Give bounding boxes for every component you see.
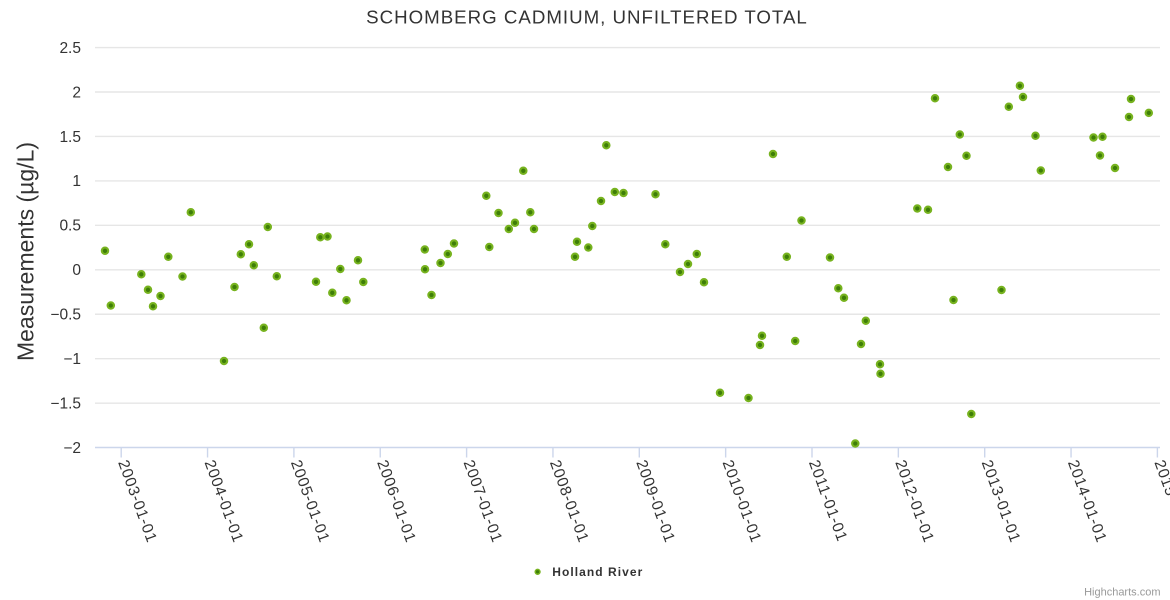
svg-text:2.5: 2.5 bbox=[59, 40, 81, 57]
svg-text:−1.5: −1.5 bbox=[50, 396, 81, 413]
svg-text:1.5: 1.5 bbox=[59, 129, 81, 146]
svg-text:Highcharts.com: Highcharts.com bbox=[1084, 587, 1160, 599]
svg-text:0.5: 0.5 bbox=[59, 218, 81, 235]
svg-text:2: 2 bbox=[72, 84, 81, 101]
svg-text:Measurements (µg/L): Measurements (µg/L) bbox=[13, 142, 39, 361]
svg-text:SCHOMBERG CADMIUM, UNFILTERED: SCHOMBERG CADMIUM, UNFILTERED TOTAL bbox=[366, 6, 808, 27]
svg-text:−0.5: −0.5 bbox=[50, 307, 81, 324]
svg-text:Holland River: Holland River bbox=[552, 565, 643, 579]
svg-text:0: 0 bbox=[72, 262, 81, 279]
svg-text:−2: −2 bbox=[63, 440, 81, 457]
svg-text:1: 1 bbox=[72, 173, 81, 190]
svg-text:−1: −1 bbox=[63, 351, 81, 368]
